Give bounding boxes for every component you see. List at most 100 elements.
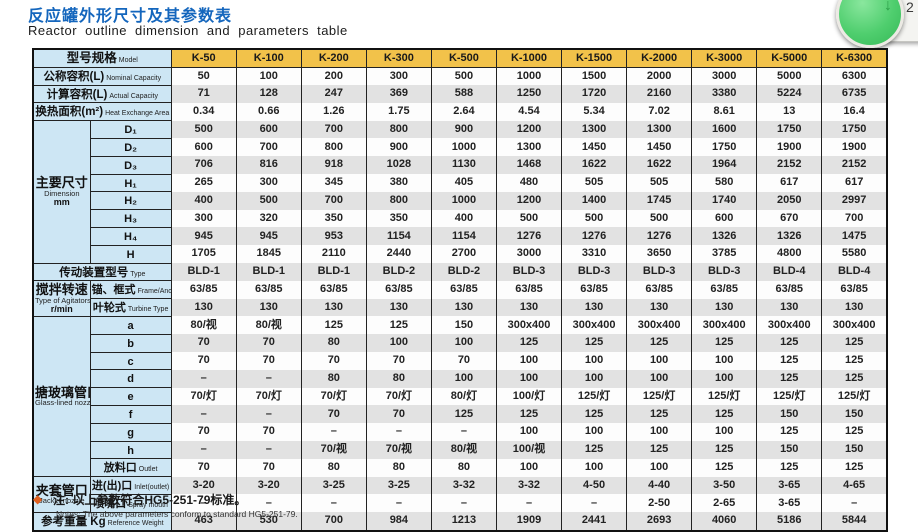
table-cell: 70/灯 — [235, 387, 302, 406]
table-row: 放料口 Outlet 70 70 80 80 80 100 100 100 125 125 125 — [33, 458, 888, 478]
table-cell: 300 — [365, 67, 432, 86]
table-cell: 130 — [300, 298, 367, 317]
table-cell: 1622 — [626, 156, 693, 175]
table-cell: 150 — [756, 441, 823, 459]
table-cell: 945 — [235, 227, 302, 246]
table-cell: 3-32 — [495, 476, 563, 495]
table-cell: 125 — [495, 405, 563, 424]
table-cell: 7.02 — [626, 102, 693, 121]
table-cell: 1276 — [495, 227, 563, 246]
table-cell: 500 — [170, 120, 237, 139]
table-cell: 3-20 — [170, 476, 237, 495]
table-cell: 70 — [235, 334, 302, 353]
table-cell: 80/视 — [430, 441, 497, 459]
table-cell: BLD-3 — [495, 263, 563, 281]
table-cell: 500 — [626, 209, 693, 228]
table-cell: BLD-1 — [235, 263, 302, 281]
table-cell: 350 — [365, 209, 432, 228]
table-row: e 70/灯 70/灯 70/灯 70/灯 80/灯 100/灯 125/灯 125/灯 125/… — [33, 387, 888, 406]
table-cell: 80 — [300, 334, 367, 353]
table-row: b 70 70 80 100 100 125 125 125 125 125 125 — [33, 333, 888, 353]
table-cell: 800 — [365, 120, 432, 139]
row-sub-label: D₁ — [89, 120, 172, 139]
table-cell: 125 — [821, 369, 888, 388]
table-cell: 2997 — [821, 191, 888, 210]
table-cell: 3-25 — [365, 476, 432, 495]
table-cell: 80/视 — [170, 316, 237, 335]
model-column-header: K-3000 — [691, 48, 758, 68]
table-cell: 300 — [170, 209, 237, 228]
table-cell: 1028 — [365, 156, 432, 175]
download-arrow-icon[interactable]: ↓ — [884, 0, 892, 14]
table-cell: 63/85 — [495, 280, 563, 299]
table-cell: 1130 — [430, 156, 497, 175]
table-cell: – — [430, 423, 497, 442]
table-row: h – –70/视 70/视 80/视 100/视 125 125 125 150 150 — [33, 440, 888, 460]
table-cell: – — [235, 405, 302, 424]
model-column-header: K-2000 — [626, 48, 693, 68]
table-cell: 130 — [430, 298, 497, 317]
table-cell: 63/85 — [300, 280, 367, 299]
table-cell: 125/灯 — [691, 387, 758, 406]
table-cell: – — [170, 369, 237, 388]
table-cell: 100 — [495, 369, 563, 388]
table-cell: 1276 — [626, 227, 693, 246]
table-cell: 1900 — [821, 138, 888, 157]
table-cell: BLD-1 — [170, 263, 237, 281]
model-column-header: K-50 — [170, 48, 237, 68]
table-cell: 100 — [561, 423, 628, 442]
table-cell: 70/灯 — [170, 387, 237, 406]
table-row: 主要尺寸 Dimension mm D₁ 500 600 700 800 900 1200 1300… — [32, 120, 888, 264]
table-cell: 1450 — [561, 138, 628, 157]
table-cell: 800 — [365, 191, 432, 210]
table-cell: – — [561, 494, 628, 513]
table-cell: BLD-4 — [756, 263, 823, 281]
table-cell: 500 — [430, 67, 497, 86]
table-cell: 125 — [626, 441, 693, 459]
table-cell: 3310 — [561, 245, 628, 264]
table-cell: 70 — [170, 352, 237, 370]
table-cell: 617 — [821, 174, 888, 192]
table-cell: 1000 — [430, 191, 497, 210]
note-text-zh: 注: 以上参数符合HG5-251-79标准。 — [53, 493, 247, 507]
table-row: f – –70 70 125 125 125 125 125 150 150 — [33, 404, 888, 424]
table-cell: 1740 — [691, 191, 758, 210]
table-cell: 600 — [691, 209, 758, 228]
table-cell: 130 — [235, 298, 302, 317]
table-cell: 5186 — [756, 512, 823, 531]
table-cell: 3000 — [495, 245, 563, 264]
table-cell: 1200 — [495, 191, 563, 210]
table-cell: 816 — [235, 156, 302, 175]
row-label: 传动装置型号 Type — [32, 262, 172, 282]
table-cell: 100 — [561, 352, 628, 370]
table-cell: – — [495, 494, 563, 513]
table-cell: 345 — [300, 174, 367, 192]
table-row: 公称容积(L) Nominal Capacity 50 100 200 300 500 100… — [32, 66, 888, 86]
row-label: 公称容积(L) Nominal Capacity — [32, 66, 172, 86]
table-cell: 50 — [170, 67, 237, 86]
page-subtitle: Reactor outline dimension and parameters… — [28, 23, 348, 38]
table-cell: 130 — [691, 298, 758, 317]
table-cell: 80/视 — [235, 316, 302, 335]
table-cell: 3-25 — [300, 476, 367, 495]
table-row: d – –80 80 100 100 100 100 100 125 125 — [33, 369, 888, 389]
table-cell: 1468 — [495, 156, 563, 175]
table-cell: 128 — [235, 85, 302, 103]
table-cell: 8.61 — [691, 102, 758, 121]
table-cell: 200 — [300, 67, 367, 86]
row-sub-label: g — [89, 422, 172, 442]
model-header-cell: 型号规格 Model — [32, 48, 172, 68]
table-cell: 63/85 — [821, 280, 888, 299]
model-column-header: K-200 — [300, 48, 367, 68]
table-cell: 4-65 — [821, 476, 888, 495]
table-cell: 125 — [756, 334, 823, 353]
table-cell: 500 — [561, 209, 628, 228]
table-cell: – — [300, 423, 367, 442]
row-sub-label: H₁ — [89, 173, 172, 193]
table-cell: 70 — [235, 423, 302, 442]
table-cell: 125 — [561, 334, 628, 353]
table-cell: 70 — [300, 405, 367, 424]
table-cell: 150 — [430, 316, 497, 335]
